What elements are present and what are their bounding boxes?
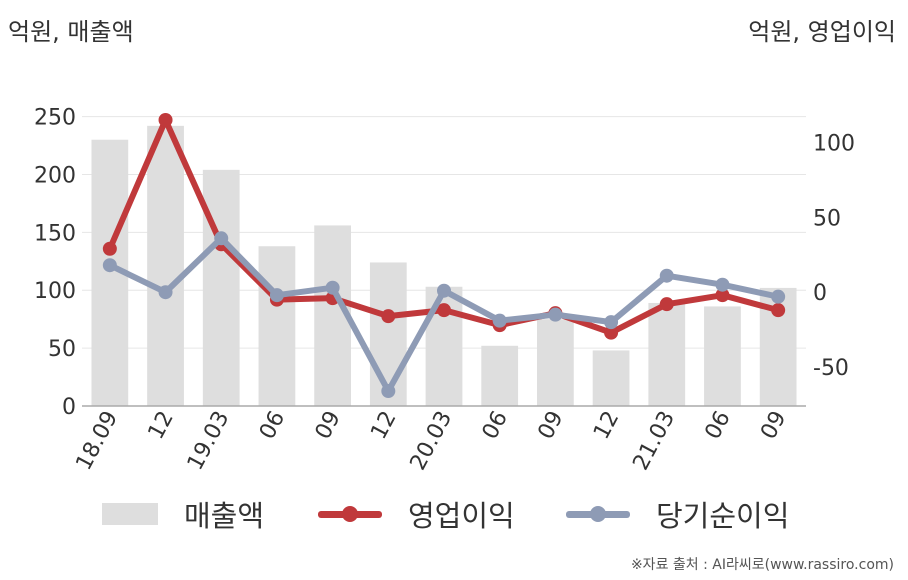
point-operating-profit (437, 303, 451, 318)
y-right-tick-label: 100 (813, 131, 855, 156)
bar-revenue (537, 319, 574, 406)
x-tick-label: 20.03 (406, 407, 458, 474)
legend-label-revenue: 매출액 (184, 499, 265, 533)
point-net-income (548, 307, 563, 322)
legend-swatch-operating-profit (318, 503, 382, 525)
y-left-tick-label: 100 (34, 279, 76, 304)
legend-item-net-income: 당기순이익 (566, 492, 789, 536)
point-net-income (659, 268, 674, 283)
right-axis-unit: 억원, 영업이익 (748, 18, 896, 46)
legend-label-operating-profit: 영업이익 (408, 499, 515, 533)
x-tick-label: 12 (144, 407, 179, 443)
y-right-tick-label: -50 (813, 356, 849, 381)
point-net-income (715, 277, 730, 292)
x-tick-label: 12 (366, 407, 401, 443)
x-tick-label: 06 (478, 407, 513, 443)
x-tick-label: 09 (756, 407, 791, 443)
x-tick-label: 09 (311, 407, 346, 443)
point-net-income (158, 285, 173, 300)
bar-revenue (202, 169, 240, 406)
bar-revenue (481, 345, 519, 406)
point-net-income (102, 258, 117, 273)
y-left-tick-label: 50 (48, 337, 76, 362)
point-operating-profit (715, 288, 730, 303)
point-net-income (325, 280, 340, 295)
point-operating-profit (659, 297, 674, 312)
y-left-tick-label: 250 (34, 106, 76, 131)
legend-swatch-revenue (102, 503, 158, 525)
left-axis-unit: 억원, 매출액 (8, 18, 134, 46)
bar-revenue (704, 306, 741, 406)
x-tick-label: 19.03 (183, 407, 235, 474)
point-net-income (214, 231, 229, 246)
point-net-income (381, 384, 396, 399)
point-net-income (492, 313, 507, 328)
point-net-income (604, 315, 619, 330)
bar-revenue (258, 246, 296, 406)
point-operating-profit (102, 241, 117, 256)
x-tick-label: 18.09 (72, 407, 124, 474)
y-left-tick-label: 0 (62, 395, 76, 420)
point-operating-profit (381, 309, 396, 324)
point-net-income (771, 289, 786, 304)
y-right-tick-label: 50 (813, 206, 841, 231)
legend-item-operating-profit: 영업이익 (318, 492, 515, 536)
legend-label-net-income: 당기순이익 (656, 499, 790, 533)
x-tick-label: 21.03 (628, 407, 680, 474)
x-tick-label: 12 (589, 407, 624, 443)
bar-revenue (147, 125, 184, 406)
chart-legend: 매출액 영업이익 당기순이익 (0, 492, 908, 536)
bar-revenue (592, 350, 630, 406)
source-note: ※자료 출처 : AI라씨로(www.rassiro.com) (630, 557, 894, 573)
legend-swatch-net-income (566, 503, 630, 525)
point-net-income (437, 283, 451, 298)
x-tick-label: 06 (701, 407, 736, 443)
x-tick-label: 09 (533, 407, 568, 443)
bar-revenue (648, 302, 686, 406)
bar-revenue (369, 262, 407, 406)
y-right-tick-label: 0 (813, 281, 827, 306)
point-net-income (269, 288, 284, 303)
point-operating-profit (771, 303, 786, 318)
point-operating-profit (158, 112, 173, 127)
point-operating-profit (604, 325, 619, 340)
legend-item-revenue: 매출액 (102, 492, 264, 536)
x-tick-label: 06 (255, 407, 290, 443)
y-left-tick-label: 150 (34, 221, 76, 246)
y-left-tick-label: 200 (34, 163, 76, 188)
